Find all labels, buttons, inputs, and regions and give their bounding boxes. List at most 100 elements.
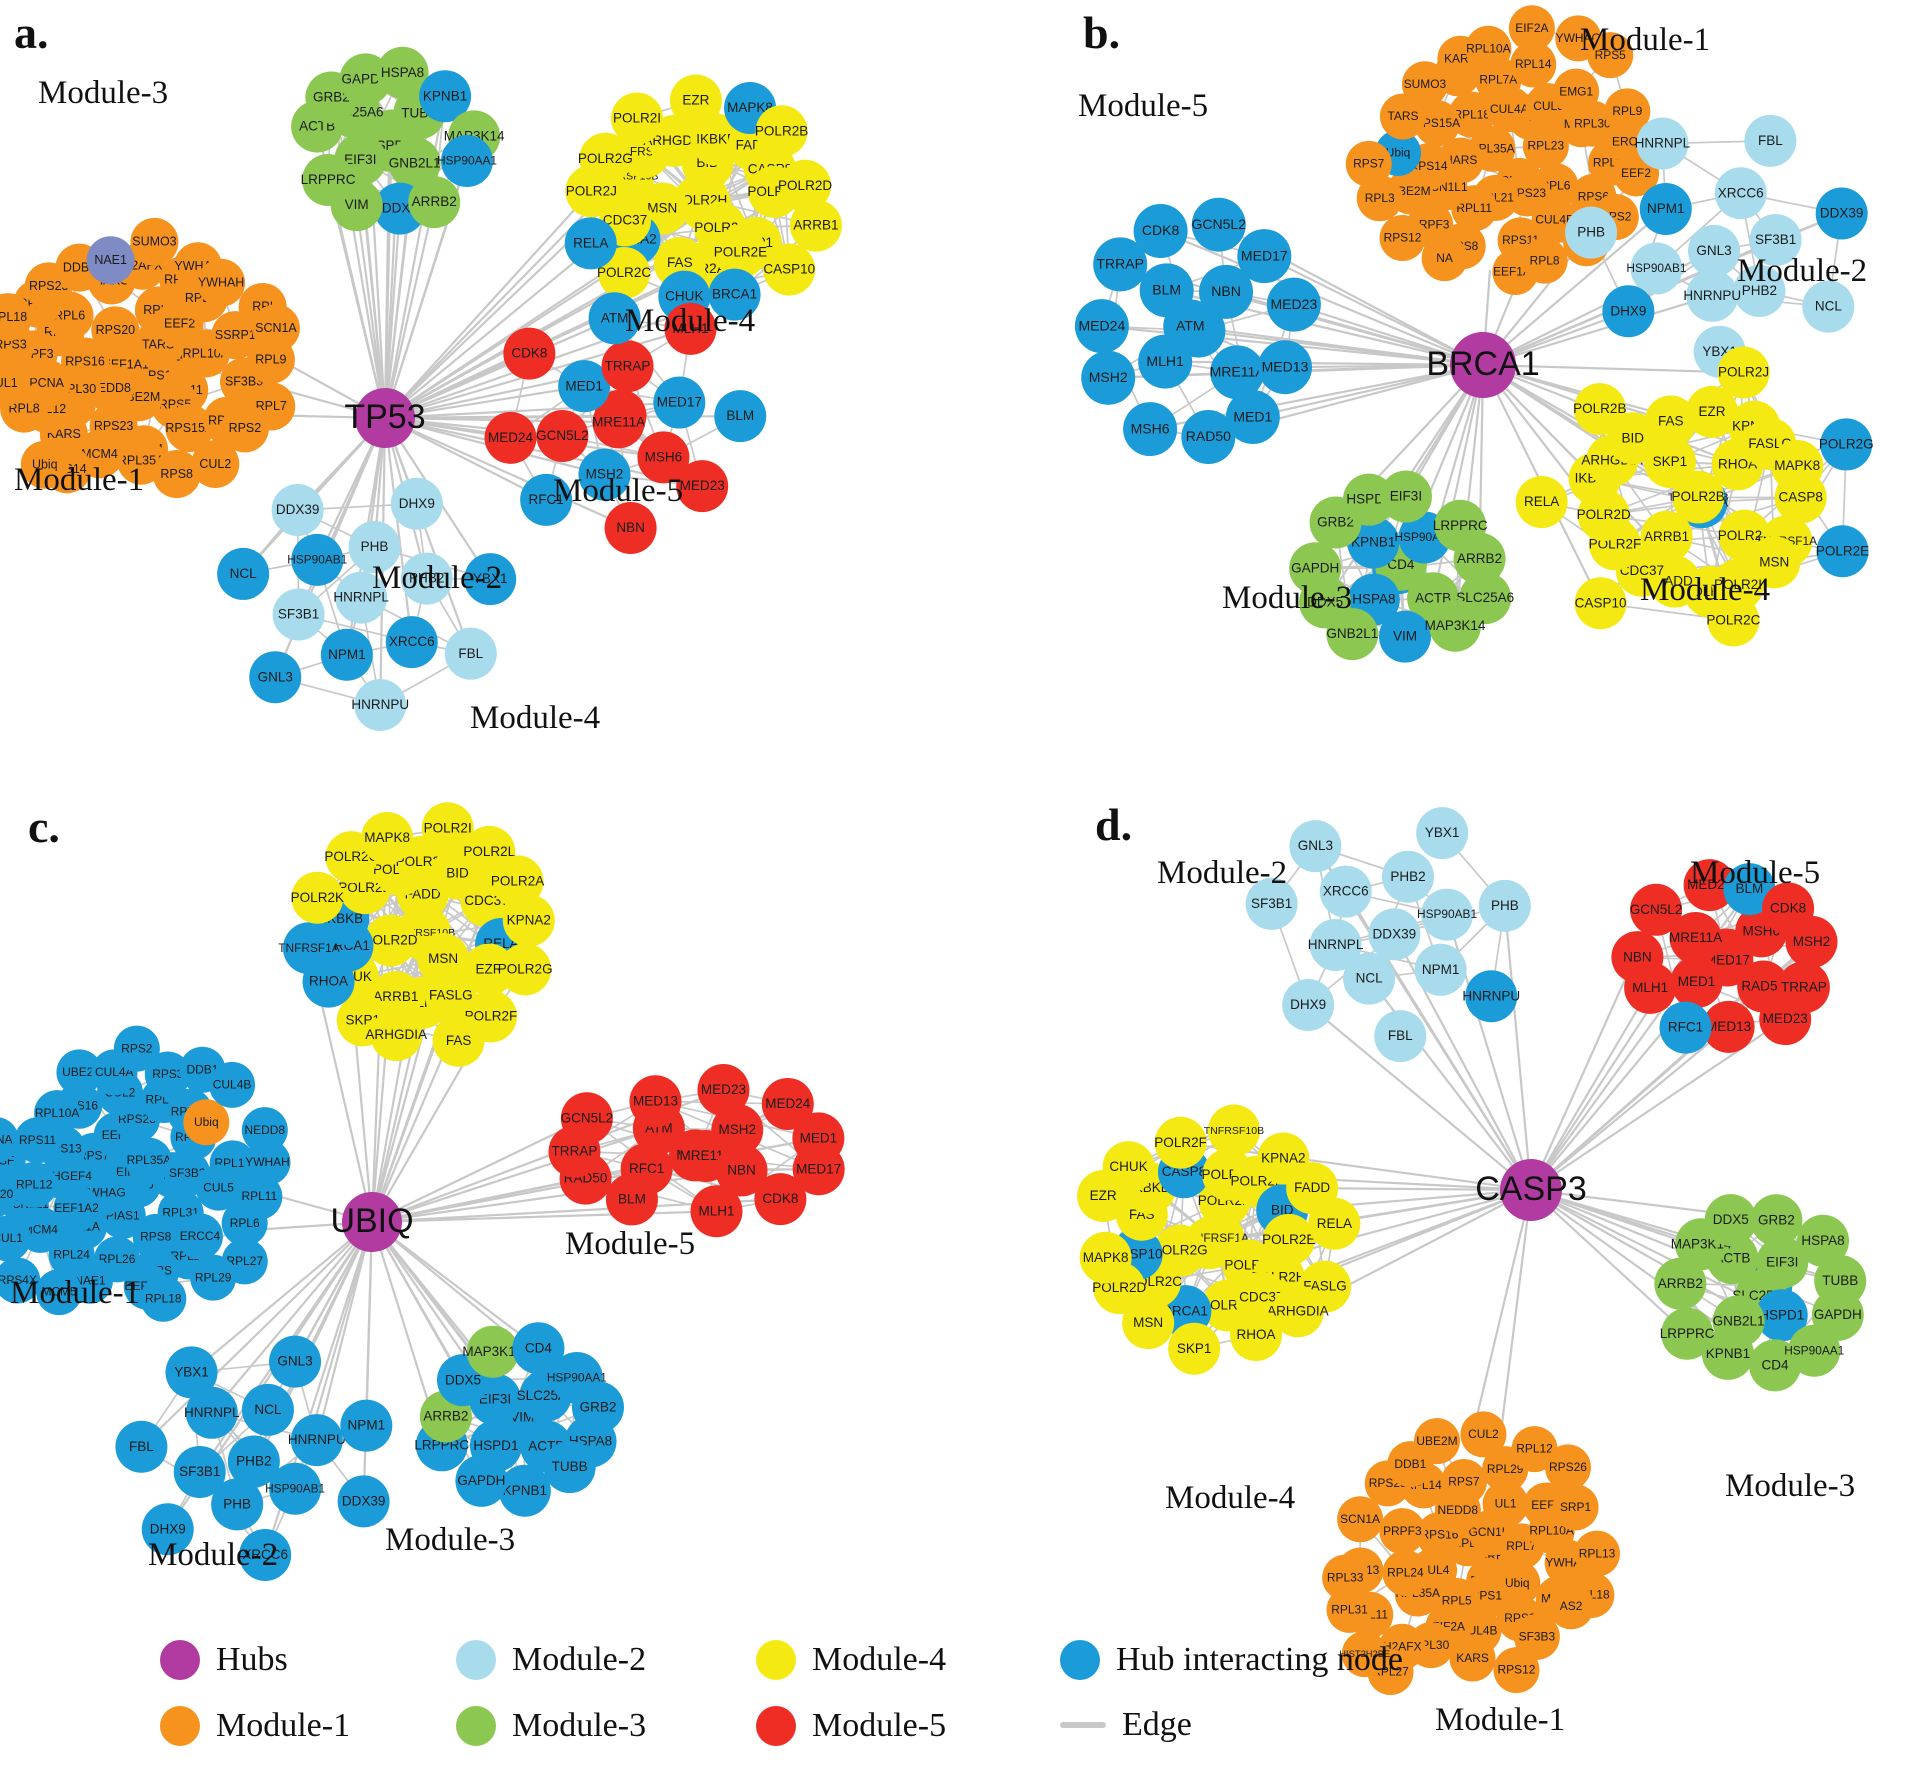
network-node-GCN5L2[interactable]: GCN5L2 bbox=[1191, 197, 1246, 252]
network-node-ARRB2[interactable]: ARRB2 bbox=[1453, 532, 1506, 585]
network-node-CUL5[interactable]: CUL5 bbox=[195, 1164, 242, 1211]
network-node-POLR2F[interactable]: POLR2F bbox=[1589, 518, 1642, 571]
network-node-PHB[interactable]: PHB bbox=[211, 1478, 264, 1531]
network-node-RPL12[interactable]: RPL12 bbox=[1507, 93, 1554, 140]
network-node-BRCA1[interactable]: BRCA1 bbox=[1159, 1285, 1212, 1338]
network-node-RPL8[interactable]: RPL8 bbox=[1521, 237, 1568, 284]
network-node-POLR2J[interactable]: POLR2J bbox=[565, 165, 618, 218]
network-node-PCNA[interactable]: PCNA bbox=[0, 1117, 19, 1163]
network-node-POLR2J[interactable]: POLR2J bbox=[1191, 1214, 1244, 1267]
network-node-GCN5L2[interactable]: GCN5L2 bbox=[1630, 883, 1683, 936]
network-node-ARRB1[interactable]: ARRB1 bbox=[369, 971, 422, 1024]
network-node-KPNA2[interactable]: KPNA2 bbox=[1257, 1132, 1310, 1185]
network-node-GNB2L1[interactable]: GNB2L1 bbox=[497, 1393, 550, 1446]
network-node-MED1[interactable]: MED1 bbox=[558, 360, 611, 413]
network-node-SF3B1[interactable]: SF3B1 bbox=[272, 588, 325, 641]
network-node-HSPD1[interactable]: HSPD1 bbox=[1755, 1289, 1808, 1342]
network-node-ARHGEF4[interactable]: ARHGEF4 bbox=[1479, 1533, 1536, 1580]
network-node-POLR2H[interactable]: POLR2H bbox=[1251, 1251, 1306, 1304]
network-node-ERCC4[interactable]: ERCC4 bbox=[176, 1213, 223, 1260]
network-node-RPL10A[interactable]: RPL10A bbox=[181, 329, 230, 378]
network-node-DDX39[interactable]: DDX39 bbox=[1368, 908, 1421, 961]
network-node-SF3B3[interactable]: SF3B3 bbox=[1513, 1613, 1560, 1660]
network-node-RPL35A[interactable]: RPL35A bbox=[125, 1137, 172, 1184]
network-node-RPL6[interactable]: RPL6 bbox=[221, 1200, 268, 1247]
network-node-RPL3[interactable]: RPL3 bbox=[1356, 175, 1403, 222]
network-node-RPL7[interactable]: RPL7 bbox=[149, 1152, 196, 1199]
network-node-RPS15A[interactable]: RPS15A bbox=[1414, 100, 1461, 147]
network-node-SSRP1[interactable]: SSRP1 bbox=[211, 311, 260, 360]
network-node-NAE1[interactable]: NAE1 bbox=[86, 236, 135, 285]
network-node-FASLG[interactable]: FASLG bbox=[424, 969, 477, 1022]
network-node-POLR2I[interactable]: POLR2I bbox=[421, 802, 474, 855]
network-node-RPL33[interactable]: RPL33 bbox=[1322, 1554, 1369, 1601]
network-node-RPS1[interactable]: RPS1 bbox=[1463, 1572, 1510, 1619]
network-node-ARHGEF4[interactable]: ARHGEF4 bbox=[35, 1153, 92, 1200]
network-node-RPL31[interactable]: RPL31 bbox=[1326, 1586, 1373, 1633]
network-node-RPL7[interactable]: RPL7 bbox=[247, 382, 296, 431]
network-node-BLM[interactable]: BLM bbox=[714, 390, 767, 443]
network-node-TUBB[interactable]: TUBB bbox=[1814, 1254, 1867, 1307]
network-node-PRPF3[interactable]: PRPF3 bbox=[9, 330, 58, 379]
network-node-UBE2M[interactable]: UBE2M bbox=[1413, 1418, 1460, 1465]
network-node-GAPDH[interactable]: GAPDH bbox=[339, 53, 392, 106]
network-node-GCN1L1[interactable]: GCN1L1 bbox=[3, 1181, 50, 1228]
network-node-RHOA[interactable]: RHOA bbox=[679, 179, 732, 232]
network-node-MAP3K14[interactable]: MAP3K14 bbox=[444, 110, 505, 163]
network-node-CDC37[interactable]: CDC37 bbox=[460, 875, 513, 928]
network-node-POLR2E[interactable]: POLR2E bbox=[1816, 525, 1869, 578]
network-node-ATM[interactable]: ATM bbox=[1700, 928, 1753, 981]
network-node-RPL12[interactable]: RPL12 bbox=[23, 385, 72, 434]
network-node-GRB2[interactable]: GRB2 bbox=[571, 1381, 624, 1434]
network-node-RHOA[interactable]: RHOA bbox=[1711, 438, 1764, 491]
network-node-ACTB[interactable]: ACTB bbox=[1407, 572, 1460, 625]
network-node-RPS6[interactable]: RPS6 bbox=[1570, 173, 1617, 220]
network-node-RELA[interactable]: RELA bbox=[1515, 476, 1568, 529]
network-node-GAPDH[interactable]: GAPDH bbox=[455, 1454, 508, 1507]
network-node-LRPPRC[interactable]: LRPPRC bbox=[414, 1419, 469, 1472]
network-node-MRE11A[interactable]: MRE11A bbox=[592, 396, 645, 449]
network-node-MAPK8[interactable]: MAPK8 bbox=[724, 81, 777, 134]
network-node-POLR2G[interactable]: POLR2G bbox=[498, 943, 553, 996]
network-node-POLR2A[interactable]: POLR2A bbox=[1201, 1279, 1254, 1332]
network-node-ACTB[interactable]: ACTB bbox=[1706, 1232, 1759, 1285]
network-node-SKP1[interactable]: SKP1 bbox=[336, 994, 389, 1047]
network-node-HNRNPU[interactable]: HNRNPU bbox=[288, 1414, 346, 1467]
network-node-RPS2[interactable]: RPS2 bbox=[1592, 194, 1639, 241]
network-node-DDX5[interactable]: DDX5 bbox=[373, 182, 426, 235]
network-node-DHX9[interactable]: DHX9 bbox=[1602, 285, 1655, 338]
network-node-ATM[interactable]: ATM bbox=[632, 1102, 685, 1155]
network-node-MSH2[interactable]: MSH2 bbox=[1081, 350, 1136, 405]
network-node-NEDD8[interactable]: NEDD8 bbox=[85, 364, 134, 413]
network-node-POLR2E[interactable]: POLR2E bbox=[1262, 1213, 1315, 1266]
network-node-HSPA8[interactable]: HSPA8 bbox=[1797, 1214, 1850, 1267]
network-node-RPL14[interactable]: RPL14 bbox=[209, 1140, 256, 1187]
network-node-TNFRSF10B[interactable]: TNFRSF10B bbox=[1204, 1104, 1264, 1157]
network-node-EIF2A[interactable]: EIF2A bbox=[109, 1149, 156, 1196]
network-node-RPL9[interactable]: RPL9 bbox=[1444, 1520, 1491, 1567]
network-node-RPS16[interactable]: RPS16 bbox=[56, 1082, 103, 1129]
network-node-POLR2A[interactable]: POLR2A bbox=[491, 855, 544, 908]
network-node-HSP90AB1[interactable]: HSP90AB1 bbox=[1626, 242, 1687, 295]
hub-node-BRCA1[interactable]: BRCA1 bbox=[1426, 332, 1540, 398]
network-node-RPS23[interactable]: RPS23 bbox=[113, 1096, 160, 1143]
network-node-HNRNPU[interactable]: HNRNPU bbox=[351, 678, 409, 731]
network-node-XRCC6[interactable]: XRCC6 bbox=[385, 616, 438, 669]
network-node-CUL4B[interactable]: CUL4B bbox=[209, 1061, 256, 1108]
network-node-KPNB1[interactable]: KPNB1 bbox=[498, 1464, 551, 1517]
network-node-CD4[interactable]: CD4 bbox=[1749, 1339, 1802, 1392]
network-node-MRE11A[interactable]: MRE11A bbox=[1210, 345, 1266, 400]
network-node-FBL[interactable]: FBL bbox=[115, 1420, 168, 1473]
network-node-RPL10A[interactable]: RPL10A bbox=[1528, 1507, 1575, 1554]
network-node-TNFRSF10B[interactable]: TNFRSF10B bbox=[395, 906, 455, 959]
network-node-MED24[interactable]: MED24 bbox=[1074, 299, 1129, 354]
network-node-Ubiq[interactable]: Ubiq bbox=[1375, 129, 1422, 176]
network-node-FASLG[interactable]: FASLG bbox=[1744, 417, 1797, 470]
network-node-ERCC4[interactable]: ERCC4 bbox=[1609, 118, 1656, 165]
network-node-MAPK8[interactable]: MAPK8 bbox=[1771, 439, 1824, 492]
network-node-RPS26[interactable]: RPS26 bbox=[1544, 1444, 1591, 1491]
network-node-RPL13[interactable]: RPL13 bbox=[1574, 1530, 1621, 1577]
network-node-CN1A[interactable]: CN1A bbox=[60, 1203, 107, 1250]
network-node-POLR2D[interactable]: POLR2D bbox=[363, 914, 418, 967]
network-node-HARS[interactable]: HARS bbox=[87, 256, 136, 305]
